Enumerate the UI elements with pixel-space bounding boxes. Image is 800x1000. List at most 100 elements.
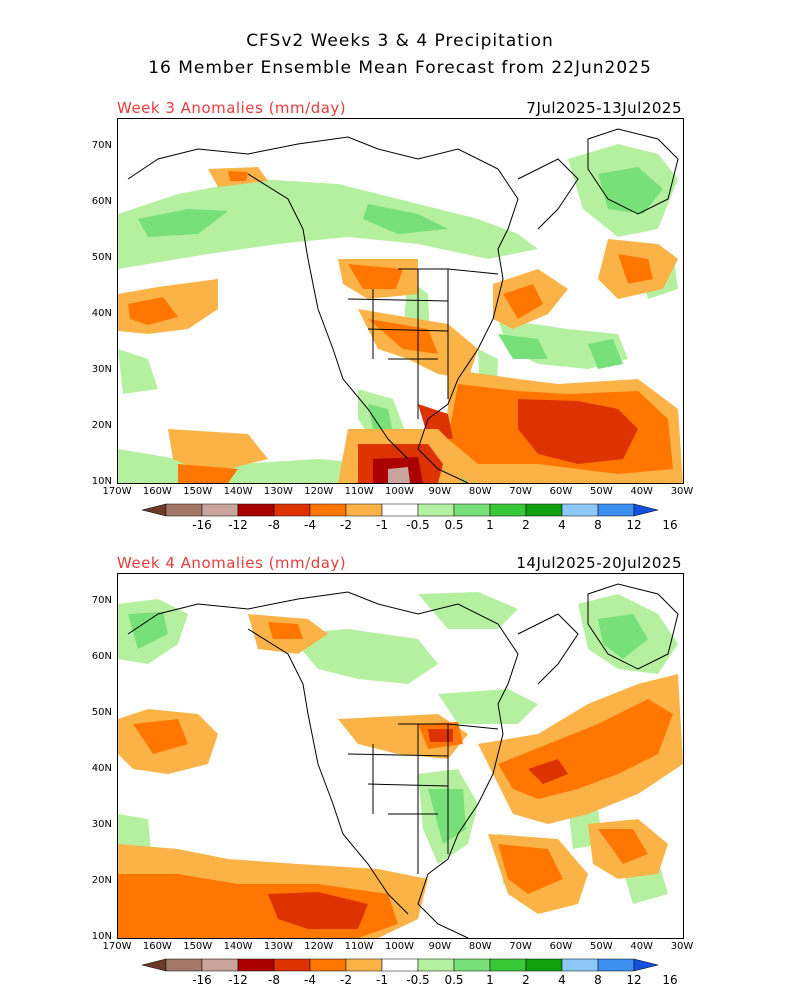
colorbar-swatch — [237, 503, 275, 517]
w4-lon-label: 140W — [223, 941, 253, 952]
w4-lon-label: 160W — [142, 941, 172, 952]
colorbar-swatch — [273, 958, 311, 972]
w3-lon-label: 160W — [142, 486, 172, 497]
w4-lon-label: 30W — [670, 941, 694, 952]
colorbar-swatch — [489, 503, 527, 517]
w3-lon-axis: 170W 160W 150W 140W 130W 120W 110W 100W 90W 80W 70… — [0, 486, 800, 500]
w3-lon-label: 80W — [468, 486, 492, 497]
colorbar-tick-label: 0.5 — [444, 518, 464, 532]
w3-lon-label: 100W — [385, 486, 414, 497]
colorbar-tick-label: -16 — [192, 518, 212, 532]
w3-colorbar — [142, 503, 658, 517]
colorbar-swatch — [417, 958, 455, 972]
w4-lon-label: 60W — [549, 941, 573, 952]
w4-lat-label: 70N — [91, 595, 112, 606]
colorbar-swatch — [201, 503, 239, 517]
w3-lon-label: 170W — [102, 486, 132, 497]
w4-lon-label: 150W — [183, 941, 213, 952]
colorbar-swatch — [345, 958, 383, 972]
colorbar-swatch — [201, 958, 239, 972]
w3-lon-label: 50W — [589, 486, 613, 497]
w3-lon-label: 90W — [428, 486, 452, 497]
colorbar-swatch — [453, 503, 491, 517]
w3-colorbar-labels: -16 -12 -8 -4 -2 -1 -0.5 0.5 1 2 4 8 12 16 — [0, 518, 800, 534]
colorbar-tick-label: 0.5 — [444, 973, 464, 987]
colorbar-swatch — [597, 503, 635, 517]
colorbar-swatch — [165, 503, 203, 517]
colorbar-tick-label: 16 — [662, 973, 678, 987]
colorbar-swatch — [561, 503, 599, 517]
colorbar-tick-label: -1 — [376, 518, 388, 532]
w4-lon-label: 70W — [509, 941, 532, 952]
w3-lon-label: 120W — [304, 486, 334, 497]
w4-lat-label: 10N — [91, 931, 112, 942]
w3-lat-label: 70N — [91, 140, 112, 151]
week3-map-graphic — [118, 128, 683, 483]
colorbar-tick-label: 1 — [486, 973, 494, 987]
colorbar-tick-label: -12 — [228, 518, 248, 532]
w3-lat-label: 20N — [91, 420, 112, 431]
w3-lat-label: 30N — [91, 364, 112, 375]
colorbar-max-triangle — [633, 503, 658, 517]
w4-lat-label: 40N — [91, 763, 112, 774]
w4-lon-label: 120W — [304, 941, 334, 952]
colorbar-max-triangle — [633, 958, 658, 972]
colorbar-swatch — [417, 503, 455, 517]
colorbar-tick-label: -0.5 — [406, 973, 430, 987]
colorbar-swatch — [381, 958, 419, 972]
colorbar-tick-label: -16 — [192, 973, 212, 987]
colorbar-tick-label: -0.5 — [406, 518, 430, 532]
w4-lon-label: 100W — [385, 941, 414, 952]
colorbar-swatch — [561, 958, 599, 972]
w4-lon-label: 40W — [630, 941, 653, 952]
colorbar-tick-label: 12 — [626, 973, 642, 987]
w3-lat-label: 50N — [91, 252, 112, 263]
colorbar-swatch — [597, 958, 635, 972]
colorbar-tick-label: -4 — [304, 973, 316, 987]
colorbar-tick-label: 4 — [558, 518, 566, 532]
week4-anomaly-map — [117, 573, 684, 939]
w3-lon-label: 110W — [344, 486, 374, 497]
w4-lat-label: 30N — [91, 819, 112, 830]
colorbar-tick-label: -12 — [228, 973, 248, 987]
colorbar-tick-label: 4 — [558, 973, 566, 987]
w3-lon-label: 40W — [630, 486, 653, 497]
colorbar-swatch — [381, 503, 419, 517]
colorbar-tick-label: 2 — [522, 518, 530, 532]
week4-date-range: 14Jul2025-20Jul2025 — [516, 554, 682, 572]
w3-lat-label: 60N — [91, 196, 112, 207]
week3-panel-label: Week 3 Anomalies (mm/day) — [117, 99, 347, 117]
colorbar-tick-label: 2 — [522, 973, 530, 987]
w3-lat-label: 40N — [91, 308, 112, 319]
colorbar-tick-label: -4 — [304, 518, 316, 532]
colorbar-tick-label: 8 — [594, 518, 602, 532]
colorbar-swatch — [525, 503, 563, 517]
week3-anomaly-map — [117, 118, 684, 484]
w3-lon-label: 60W — [549, 486, 573, 497]
colorbar-tick-label: 12 — [626, 518, 642, 532]
w4-lon-label: 50W — [589, 941, 613, 952]
w4-lat-label: 50N — [91, 707, 112, 718]
w3-lon-label: 30W — [670, 486, 694, 497]
w4-lon-label: 110W — [344, 941, 374, 952]
w4-lat-label: 60N — [91, 651, 112, 662]
chart-title-line2: 16 Member Ensemble Mean Forecast from 22… — [148, 58, 652, 78]
w4-colorbar — [142, 958, 658, 972]
w4-lon-label: 80W — [468, 941, 492, 952]
w4-colorbar-labels: -16 -12 -8 -4 -2 -1 -0.5 0.5 1 2 4 8 12 16 — [0, 973, 800, 989]
colorbar-swatch — [489, 958, 527, 972]
colorbar-tick-label: -8 — [268, 518, 280, 532]
colorbar-tick-label: 8 — [594, 973, 602, 987]
colorbar-min-triangle — [142, 503, 167, 517]
colorbar-swatch — [453, 958, 491, 972]
w3-lon-label: 140W — [223, 486, 253, 497]
colorbar-swatch — [273, 503, 311, 517]
w4-lon-label: 170W — [102, 941, 132, 952]
colorbar-swatch — [237, 958, 275, 972]
colorbar-min-triangle — [142, 958, 167, 972]
w4-lon-axis: 170W 160W 150W 140W 130W 120W 110W 100W 90W 80W 70… — [0, 941, 800, 955]
colorbar-swatch — [309, 958, 347, 972]
colorbar-tick-label: -8 — [268, 973, 280, 987]
w4-lon-label: 130W — [263, 941, 293, 952]
w3-lon-label: 70W — [509, 486, 532, 497]
